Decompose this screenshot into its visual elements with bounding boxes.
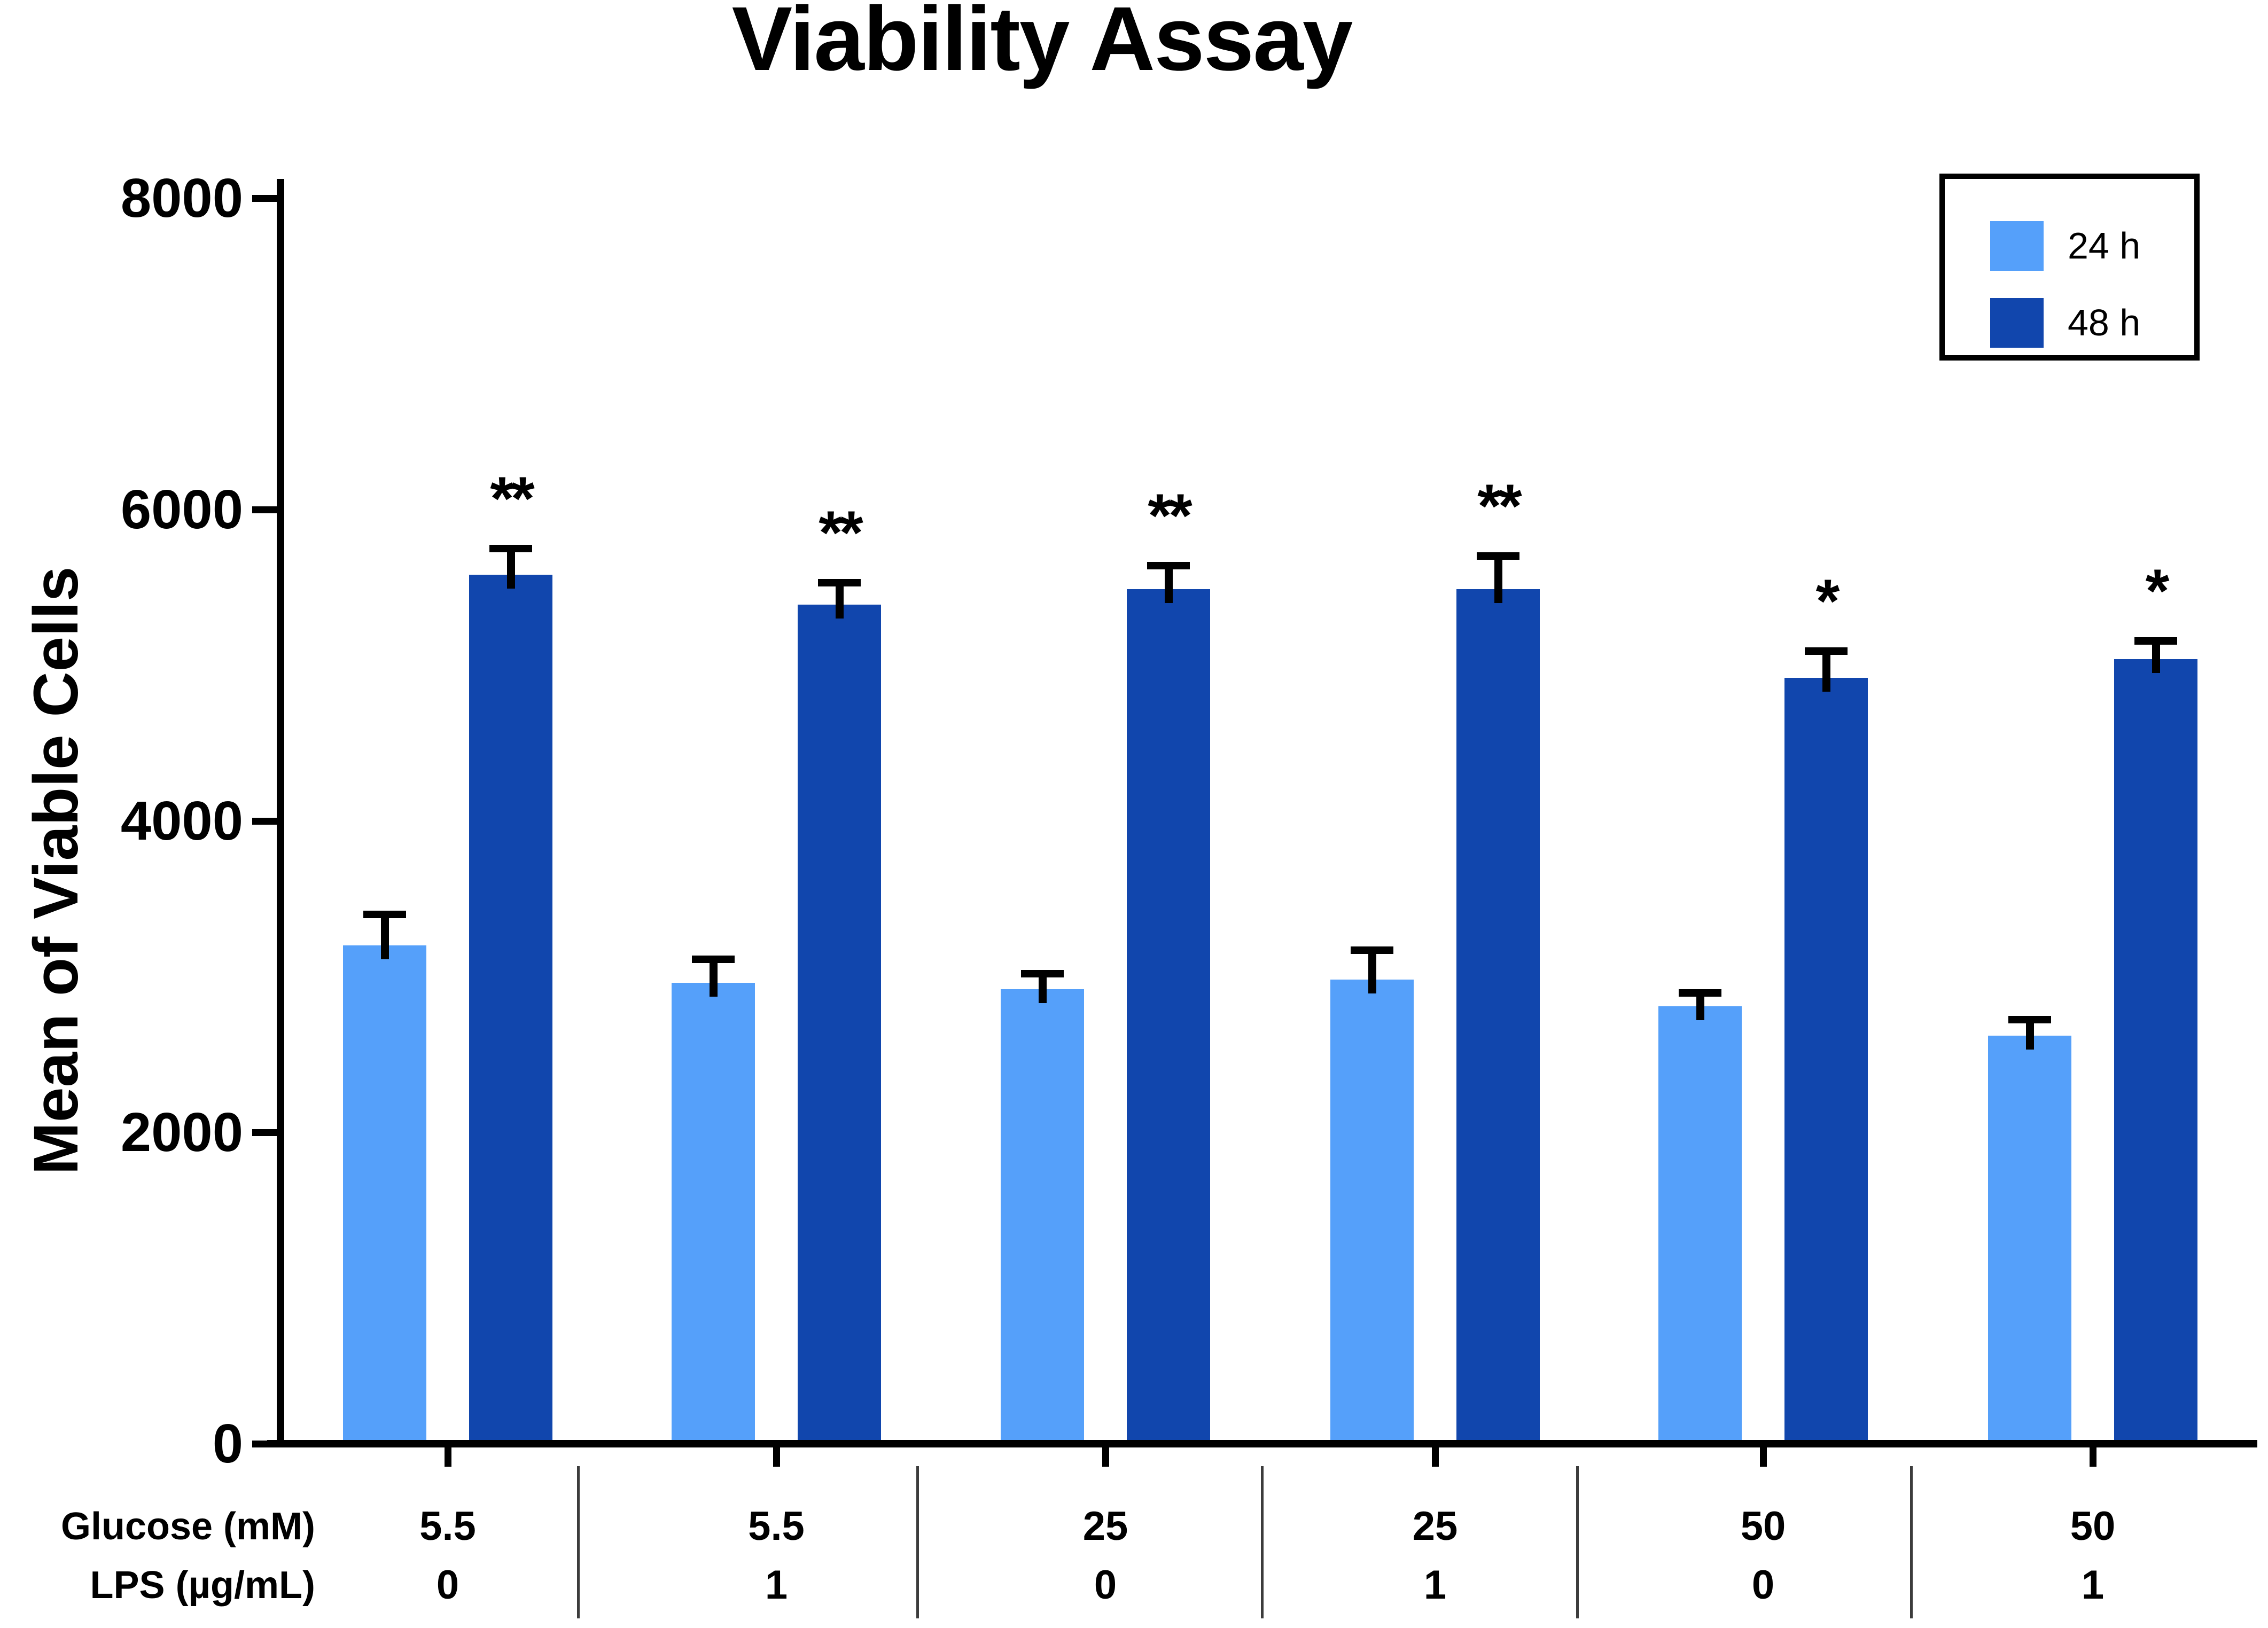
legend-label-48h: 48 h [2068, 302, 2141, 343]
group-divider-line [1910, 1466, 1913, 1618]
lps-value: 0 [1094, 1562, 1117, 1608]
y-tick-label: 4000 [120, 790, 243, 851]
error-bar-cap [2008, 1015, 2051, 1023]
bar-48h-group1 [469, 575, 552, 1444]
bar-48h-group2 [798, 604, 881, 1444]
bar-48h-group5 [1784, 677, 1868, 1444]
legend: 24 h 48 h [1939, 174, 2200, 361]
bar-48h-group3 [1127, 589, 1210, 1444]
error-bar-stem [2025, 1019, 2034, 1050]
significance-marker: ** [1148, 481, 1193, 550]
error-bar-cap [1679, 989, 1721, 997]
x-tick-mark [773, 1447, 780, 1467]
lps-row-label: LPS (µg/mL) [90, 1564, 315, 1607]
error-bar-stem [1164, 565, 1173, 603]
x-tick-mark [2090, 1447, 2096, 1467]
error-bar-cap [818, 579, 861, 586]
error-bar-cap [692, 956, 735, 964]
error-bar-stem [380, 914, 389, 960]
lps-value: 0 [436, 1562, 459, 1608]
glucose-value: 25 [1412, 1504, 1458, 1549]
error-bar-cap [1021, 969, 1064, 977]
error-bar-stem [1494, 556, 1502, 603]
y-tick-label: 2000 [120, 1101, 243, 1163]
error-bar-stem [709, 959, 718, 997]
bar-24h-group2 [672, 983, 755, 1444]
error-bar-cap [489, 544, 532, 552]
x-tick-mark [1102, 1447, 1109, 1467]
legend-label-24h: 24 h [2068, 225, 2141, 267]
legend-swatch-48h [1990, 298, 2044, 348]
glucose-value: 5.5 [419, 1504, 476, 1549]
glucose-value: 50 [1740, 1504, 1786, 1549]
error-bar-stem [1368, 950, 1376, 994]
error-bar-stem [1696, 993, 1704, 1020]
glucose-value: 25 [1082, 1504, 1128, 1549]
bar-24h-group5 [1658, 1006, 1742, 1444]
lps-value: 1 [765, 1562, 788, 1608]
error-bar-stem [835, 583, 844, 619]
error-bar-cap [1805, 647, 1848, 655]
glucose-row-label: Glucose (mM) [60, 1505, 315, 1548]
group-divider-line [1576, 1466, 1579, 1618]
bar-24h-group6 [1988, 1036, 2071, 1444]
lps-value: 0 [1751, 1562, 1775, 1608]
bar-24h-group3 [1001, 989, 1084, 1444]
significance-marker: ** [1477, 472, 1522, 541]
bar-24h-group1 [343, 945, 426, 1444]
legend-swatch-24h [1990, 221, 2044, 271]
error-bar-stem [506, 548, 515, 589]
y-tick-mark [252, 818, 277, 825]
significance-marker: ** [819, 499, 863, 567]
error-bar-cap [1147, 561, 1190, 569]
glucose-value: 5.5 [748, 1504, 805, 1549]
x-tick-mark [1432, 1447, 1439, 1467]
y-tick-label: 8000 [120, 167, 243, 229]
error-bar-stem [2152, 641, 2160, 673]
error-bar-cap [363, 910, 406, 918]
error-bar-cap [2134, 637, 2177, 645]
group-divider-line [1261, 1466, 1264, 1618]
group-divider-line [916, 1466, 919, 1618]
y-tick-label: 6000 [120, 479, 243, 540]
y-tick-label: 0 [212, 1413, 243, 1474]
significance-marker: * [2145, 557, 2170, 626]
bar-48h-group4 [1456, 589, 1540, 1444]
error-bar-cap [1351, 946, 1393, 954]
bar-24h-group4 [1330, 980, 1414, 1444]
x-axis-line [267, 1440, 2257, 1447]
x-tick-mark [445, 1447, 451, 1467]
y-tick-mark [252, 195, 277, 202]
group-divider-line [577, 1466, 580, 1618]
significance-marker: * [1815, 567, 1840, 636]
y-axis-line [277, 179, 284, 1447]
chart-title: Viability Assay [731, 0, 1353, 90]
error-bar-stem [1822, 651, 1830, 692]
error-bar-cap [1477, 552, 1519, 560]
lps-value: 1 [1423, 1562, 1447, 1608]
x-tick-mark [1760, 1447, 1767, 1467]
y-tick-mark [252, 506, 277, 513]
bar-48h-group6 [2114, 659, 2197, 1444]
y-tick-mark [252, 1129, 277, 1136]
lps-value: 1 [2081, 1562, 2105, 1608]
significance-marker: ** [490, 464, 535, 533]
error-bar-stem [1038, 973, 1047, 1003]
glucose-value: 50 [2070, 1504, 2116, 1549]
